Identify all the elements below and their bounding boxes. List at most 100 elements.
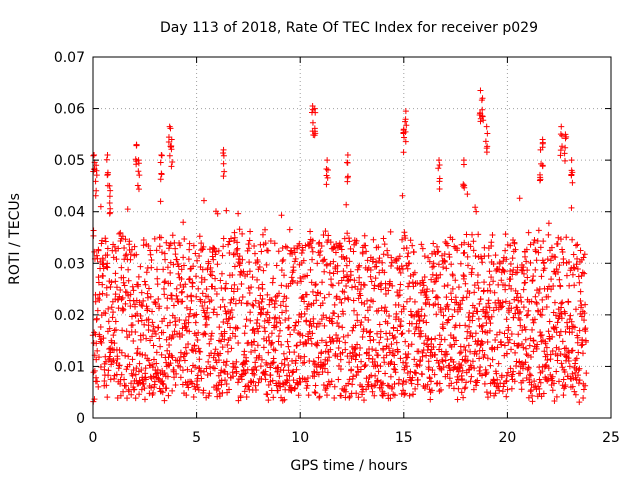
data-point xyxy=(263,247,270,254)
data-point xyxy=(558,300,565,307)
data-point xyxy=(135,168,142,175)
data-point xyxy=(230,296,237,303)
data-point xyxy=(342,388,349,395)
data-point xyxy=(531,378,538,385)
data-point xyxy=(235,397,242,404)
data-point xyxy=(324,383,331,390)
data-point xyxy=(260,305,267,312)
data-point xyxy=(448,380,455,387)
data-point xyxy=(294,280,301,287)
data-point xyxy=(321,268,328,275)
data-point xyxy=(535,227,542,234)
data-point xyxy=(425,335,432,342)
data-point xyxy=(365,316,372,323)
data-point xyxy=(397,355,404,362)
data-point xyxy=(159,389,166,396)
data-point xyxy=(477,364,484,371)
data-point xyxy=(167,280,174,287)
data-point xyxy=(239,230,246,237)
data-point xyxy=(555,269,562,276)
data-point xyxy=(356,351,363,358)
data-point xyxy=(384,247,391,254)
data-point xyxy=(334,335,341,342)
data-point xyxy=(582,328,589,335)
data-point xyxy=(478,255,485,262)
data-point xyxy=(519,377,526,384)
data-point xyxy=(413,370,420,377)
data-point xyxy=(405,283,412,290)
data-point xyxy=(469,333,476,340)
data-point xyxy=(575,349,582,356)
data-point xyxy=(560,392,567,399)
data-point xyxy=(339,349,346,356)
data-point xyxy=(414,376,421,383)
data-point xyxy=(529,326,536,333)
data-point xyxy=(276,327,283,334)
data-point xyxy=(323,392,330,399)
data-point xyxy=(353,237,360,244)
data-point xyxy=(456,350,463,357)
data-point xyxy=(376,321,383,328)
data-point xyxy=(195,285,202,292)
data-point xyxy=(508,331,515,338)
data-point xyxy=(271,315,278,322)
data-point xyxy=(262,240,269,247)
data-point xyxy=(518,340,525,347)
data-point xyxy=(270,359,277,366)
data-points xyxy=(89,87,590,406)
data-point xyxy=(425,364,432,371)
data-point xyxy=(288,387,295,394)
data-point xyxy=(387,395,394,402)
data-point xyxy=(289,277,296,284)
data-point xyxy=(504,350,511,357)
data-point xyxy=(575,273,582,280)
data-point xyxy=(114,355,121,362)
data-point xyxy=(391,361,398,368)
data-point xyxy=(372,372,379,379)
data-point xyxy=(541,348,548,355)
data-point xyxy=(462,322,469,329)
data-point xyxy=(375,307,382,314)
data-point xyxy=(346,238,353,245)
data-point xyxy=(292,322,299,329)
data-point xyxy=(304,382,311,389)
data-point xyxy=(156,385,163,392)
data-point xyxy=(276,315,283,322)
data-point xyxy=(470,310,477,317)
data-point xyxy=(520,264,527,271)
data-point xyxy=(110,309,117,316)
data-point xyxy=(328,378,335,385)
data-point xyxy=(400,387,407,394)
data-point xyxy=(133,142,140,149)
data-point xyxy=(313,323,320,330)
data-point xyxy=(333,240,340,247)
data-point xyxy=(381,390,388,397)
data-point xyxy=(91,396,98,403)
data-point xyxy=(367,337,374,344)
data-point xyxy=(195,345,202,352)
data-point xyxy=(292,255,299,262)
data-point xyxy=(326,334,333,341)
data-point xyxy=(309,248,316,255)
data-point xyxy=(182,344,189,351)
data-point xyxy=(143,303,150,310)
data-point xyxy=(343,255,350,262)
data-point xyxy=(360,397,367,404)
data-point xyxy=(320,231,327,238)
data-point xyxy=(498,277,505,284)
data-point xyxy=(528,298,535,305)
data-point xyxy=(442,239,449,246)
data-point xyxy=(563,133,570,140)
data-point xyxy=(538,273,545,280)
data-point xyxy=(577,247,584,254)
data-point xyxy=(419,353,426,360)
data-point xyxy=(578,342,585,349)
data-point xyxy=(215,247,222,254)
data-point xyxy=(391,381,398,388)
y-tick-label: 0.04 xyxy=(54,205,85,221)
data-point xyxy=(382,284,389,291)
data-point xyxy=(580,394,587,401)
data-point xyxy=(434,294,441,301)
data-point xyxy=(272,297,279,304)
data-point xyxy=(161,397,168,404)
